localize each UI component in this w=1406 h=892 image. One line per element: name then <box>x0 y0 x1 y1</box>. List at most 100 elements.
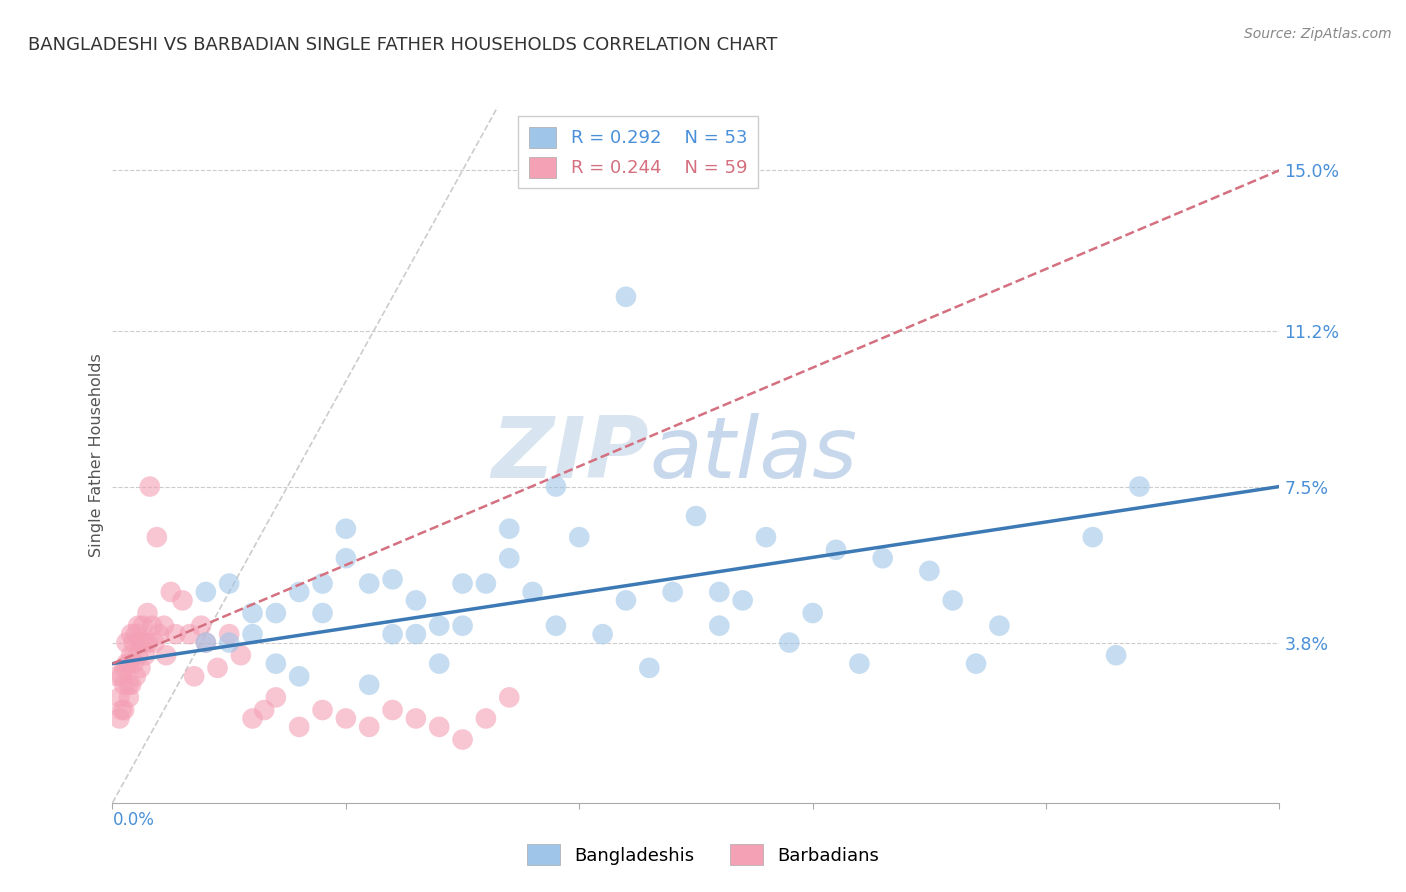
Point <box>1128 479 1150 493</box>
Point <box>405 627 427 641</box>
Point <box>381 572 404 586</box>
Point <box>381 627 404 641</box>
Point <box>129 635 152 649</box>
Point <box>179 627 201 641</box>
Point <box>592 627 614 641</box>
Point <box>148 627 170 641</box>
Point <box>544 618 567 632</box>
Point <box>427 657 450 671</box>
Point <box>242 627 264 641</box>
Point <box>1081 530 1104 544</box>
Point <box>112 678 135 692</box>
Point <box>778 635 800 649</box>
Point <box>172 593 194 607</box>
Point <box>942 593 965 607</box>
Point <box>731 593 754 607</box>
Point <box>153 618 176 632</box>
Point <box>112 661 135 675</box>
Point <box>264 606 287 620</box>
Y-axis label: Single Father Households: Single Father Households <box>89 353 104 557</box>
Point <box>111 669 134 683</box>
Point <box>218 635 240 649</box>
Point <box>165 627 187 641</box>
Point <box>218 576 240 591</box>
Point <box>475 576 498 591</box>
Point <box>568 530 591 544</box>
Point <box>194 585 217 599</box>
Point <box>264 657 287 671</box>
Point <box>118 657 141 671</box>
Point <box>288 669 311 683</box>
Point <box>120 648 142 663</box>
Text: ZIP: ZIP <box>492 413 650 497</box>
Point <box>1105 648 1128 663</box>
Point <box>129 661 152 675</box>
Point <box>111 703 134 717</box>
Point <box>139 479 162 493</box>
Point <box>614 593 637 607</box>
Point <box>242 711 264 725</box>
Point <box>118 678 141 692</box>
Point <box>132 618 155 632</box>
Point <box>112 703 135 717</box>
Point <box>120 678 142 692</box>
Point <box>335 711 357 725</box>
Point <box>115 657 138 671</box>
Text: BANGLADESHI VS BARBADIAN SINGLE FATHER HOUSEHOLDS CORRELATION CHART: BANGLADESHI VS BARBADIAN SINGLE FATHER H… <box>28 36 778 54</box>
Point <box>105 669 128 683</box>
Point <box>155 648 177 663</box>
Point <box>685 509 707 524</box>
Point <box>190 618 212 632</box>
Point <box>132 635 155 649</box>
Point <box>218 627 240 641</box>
Point <box>136 635 159 649</box>
Point <box>427 618 450 632</box>
Point <box>141 618 163 632</box>
Point <box>359 720 381 734</box>
Point <box>122 657 145 671</box>
Point <box>253 703 276 717</box>
Point <box>143 635 166 649</box>
Point <box>359 576 381 591</box>
Text: atlas: atlas <box>650 413 858 497</box>
Point <box>194 635 217 649</box>
Point <box>115 635 138 649</box>
Point <box>288 585 311 599</box>
Point <box>498 522 520 536</box>
Text: Source: ZipAtlas.com: Source: ZipAtlas.com <box>1244 27 1392 41</box>
Point <box>120 627 142 641</box>
Point <box>661 585 683 599</box>
Point <box>451 732 474 747</box>
Point <box>614 290 637 304</box>
Point <box>108 711 131 725</box>
Point <box>638 661 661 675</box>
Point <box>709 618 731 632</box>
Point <box>498 551 520 566</box>
Point <box>475 711 498 725</box>
Point <box>288 720 311 734</box>
Point <box>242 606 264 620</box>
Point <box>709 585 731 599</box>
Point <box>108 690 131 705</box>
Point <box>335 551 357 566</box>
Point <box>136 606 159 620</box>
Point <box>311 576 333 591</box>
Point <box>125 627 148 641</box>
Point <box>498 690 520 705</box>
Point <box>194 635 217 649</box>
Point <box>146 530 169 544</box>
Legend: Bangladeshis, Barbadians: Bangladeshis, Barbadians <box>517 835 889 874</box>
Point <box>359 678 381 692</box>
Point <box>160 585 183 599</box>
Point <box>427 720 450 734</box>
Point <box>381 703 404 717</box>
Legend: R = 0.292    N = 53, R = 0.244    N = 59: R = 0.292 N = 53, R = 0.244 N = 59 <box>519 116 758 188</box>
Point <box>125 669 148 683</box>
Point <box>311 606 333 620</box>
Point <box>311 703 333 717</box>
Point <box>918 564 941 578</box>
Point <box>183 669 205 683</box>
Point <box>207 661 229 675</box>
Point <box>825 542 848 557</box>
Point <box>405 593 427 607</box>
